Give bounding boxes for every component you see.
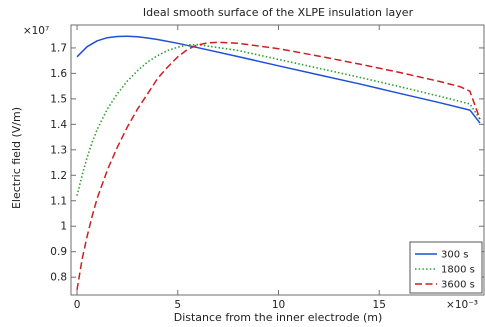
legend-label: 300 s xyxy=(441,250,468,261)
series-line-3600-s xyxy=(76,41,481,291)
y-tick-label: 1.4 xyxy=(50,119,67,131)
series-layer xyxy=(76,35,481,291)
y-axis-multiplier: ×10⁷ xyxy=(23,25,49,37)
y-axis-title: Electric field (V/m) xyxy=(10,107,23,209)
y-tick-label: 1.3 xyxy=(50,144,67,156)
y-tick-label: 1.5 xyxy=(50,93,67,105)
x-axis-title: Distance from the inner electrode (m) xyxy=(174,311,383,324)
x-tick-label: 15 xyxy=(373,299,386,311)
y-tick-label: 1.7 xyxy=(50,42,67,54)
legend: 300 s 1800 s 3600 s xyxy=(409,241,483,294)
x-tick-label: 5 xyxy=(174,299,181,311)
y-tick-label: 0.8 xyxy=(50,272,67,284)
x-tick-label: 10 xyxy=(272,299,285,311)
y-tick-label: 1.1 xyxy=(50,195,67,207)
x-axis-ticks: 0 5 10 15 xyxy=(74,25,386,311)
legend-label: 3600 s xyxy=(441,280,475,291)
x-tick-label: 0 xyxy=(74,299,81,311)
chart-title: Ideal smooth surface of the XLPE insulat… xyxy=(143,6,414,19)
y-tick-label: 1.2 xyxy=(50,170,67,182)
legend-label: 1800 s xyxy=(441,265,475,276)
y-tick-label: 1 xyxy=(60,221,67,233)
y-tick-label: 1.6 xyxy=(50,68,67,80)
x-axis-multiplier: ×10⁻³ xyxy=(446,299,478,311)
series-line-300-s xyxy=(76,35,481,124)
y-tick-label: 0.9 xyxy=(50,246,67,258)
y-axis-ticks: 0.8 0.9 1 1.1 1.2 1.3 1.4 1.5 1.6 1.7 xyxy=(50,42,484,284)
